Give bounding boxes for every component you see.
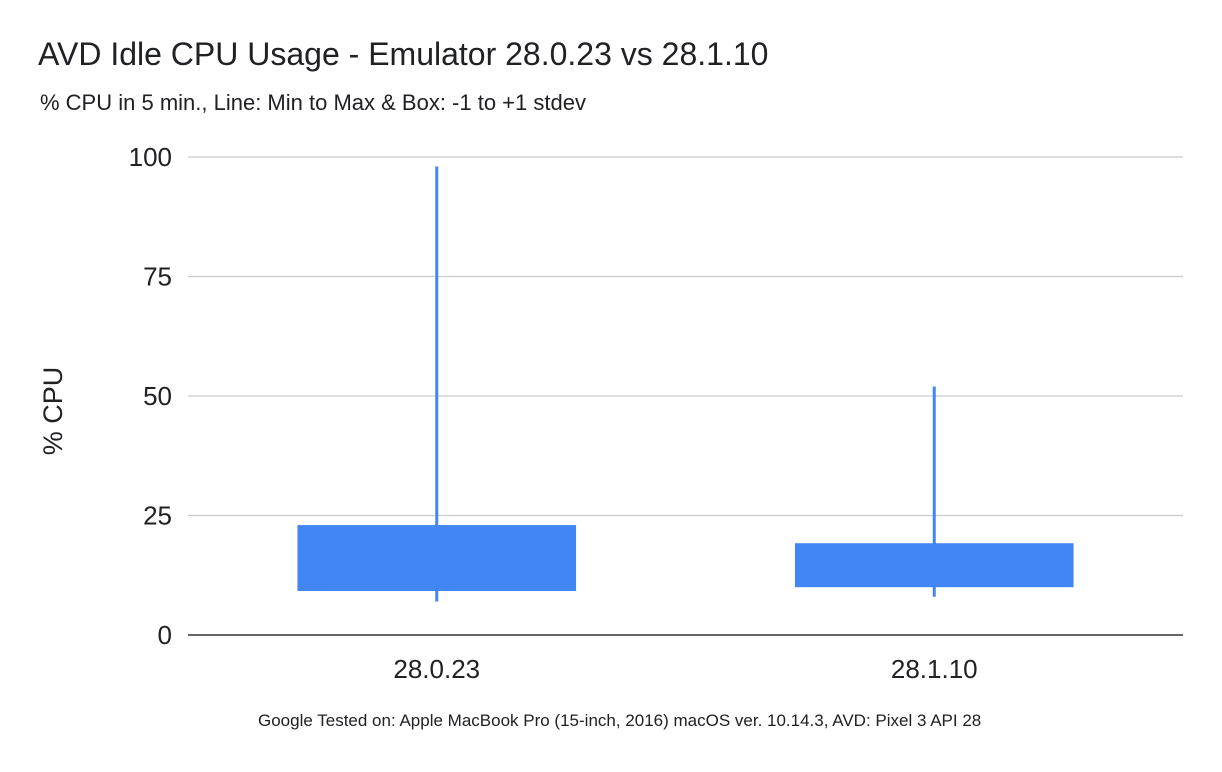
- y-tick-label: 0: [158, 620, 172, 650]
- y-tick-label: 75: [143, 262, 172, 292]
- chart-subtitle: % CPU in 5 min., Line: Min to Max & Box:…: [40, 90, 586, 115]
- x-tick-label: 28.0.23: [393, 654, 480, 684]
- box: [794, 543, 1074, 588]
- chart-footnote: Google Tested on: Apple MacBook Pro (15-…: [258, 711, 982, 730]
- y-tick-label: 25: [143, 501, 172, 531]
- box: [297, 525, 577, 592]
- y-tick-label: 100: [129, 142, 172, 172]
- x-tick-label: 28.1.10: [891, 654, 978, 684]
- y-tick-label: 50: [143, 381, 172, 411]
- y-axis-title: % CPU: [38, 367, 68, 456]
- chart-title: AVD Idle CPU Usage - Emulator 28.0.23 vs…: [38, 36, 769, 72]
